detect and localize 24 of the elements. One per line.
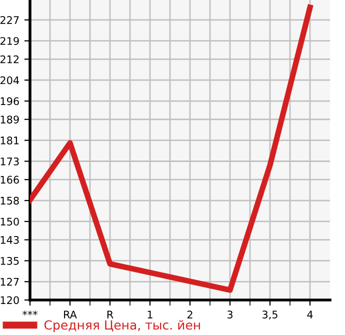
y-tick-label: 158 bbox=[0, 196, 19, 205]
x-tick-label: R bbox=[107, 310, 114, 318]
x-tick-label: *** bbox=[22, 310, 38, 316]
y-tick-label: 127 bbox=[0, 278, 19, 286]
y-tick-label: 181 bbox=[0, 136, 19, 144]
x-tick-label: RA bbox=[64, 310, 77, 318]
y-tick-label: 204 bbox=[0, 76, 19, 84]
y-tick-label: 227 bbox=[0, 16, 19, 24]
x-tick-label: 3,5 bbox=[262, 310, 278, 320]
y-tick-label: 212 bbox=[0, 55, 19, 64]
y-tick-label: 120 bbox=[0, 296, 19, 304]
y-tick-label: 196 bbox=[0, 97, 19, 106]
y-tick-label: 150 bbox=[0, 218, 19, 226]
x-tick-label: 4 bbox=[307, 310, 313, 318]
x-tick-label: 3 bbox=[227, 310, 232, 318]
legend-label: Средняя Цена, тыс. йен bbox=[44, 320, 200, 332]
y-tick-label: 166 bbox=[0, 176, 19, 184]
x-tick-label: 2 bbox=[187, 310, 192, 318]
y-tick-label: 135 bbox=[0, 256, 19, 265]
y-tick-label: 143 bbox=[0, 236, 19, 244]
y-tick-label: 219 bbox=[0, 37, 19, 45]
y-tick-label: 189 bbox=[0, 116, 19, 124]
x-tick-label: 1 bbox=[148, 310, 152, 318]
y-tick-label: 173 bbox=[0, 157, 19, 166]
